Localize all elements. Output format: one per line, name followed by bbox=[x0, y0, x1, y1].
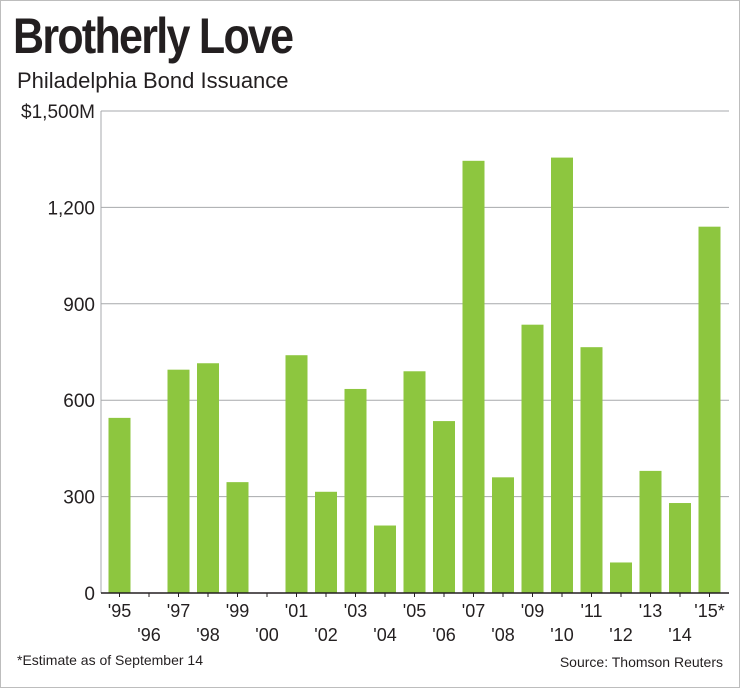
bar bbox=[669, 503, 691, 593]
bar bbox=[580, 347, 603, 593]
bar bbox=[344, 388, 367, 593]
x-tick-label: '97 bbox=[167, 601, 190, 621]
bar bbox=[698, 226, 721, 593]
bar bbox=[521, 324, 544, 593]
bar bbox=[462, 160, 485, 593]
bar bbox=[610, 562, 632, 593]
x-tick-label: '15* bbox=[694, 601, 724, 621]
bar bbox=[492, 477, 514, 593]
chart-title: Brotherly Love bbox=[13, 8, 294, 64]
y-tick-label: 1,200 bbox=[47, 198, 95, 219]
x-tick-label: '99 bbox=[226, 601, 249, 621]
bar bbox=[167, 369, 190, 593]
x-tick-label: '00 bbox=[255, 625, 278, 645]
x-tick-label: '12 bbox=[609, 625, 632, 645]
bar bbox=[639, 470, 662, 593]
bar bbox=[285, 355, 308, 593]
x-tick-label: '05 bbox=[403, 601, 426, 621]
x-tick-label: '10 bbox=[550, 625, 573, 645]
x-tick-label: '13 bbox=[639, 601, 662, 621]
chart-subtitle: Philadelphia Bond Issuance bbox=[17, 68, 289, 93]
bar bbox=[551, 157, 573, 594]
y-tick-label: $1,500M bbox=[21, 102, 95, 123]
x-tick-label: '06 bbox=[432, 625, 455, 645]
y-tick-label: 900 bbox=[63, 295, 95, 316]
x-tick-label: '07 bbox=[462, 601, 485, 621]
bar bbox=[197, 363, 219, 593]
bar bbox=[374, 525, 396, 593]
bar bbox=[226, 482, 249, 593]
x-tick-label: '02 bbox=[314, 625, 337, 645]
x-tick-label: '96 bbox=[137, 625, 160, 645]
estimate-footnote: *Estimate as of September 14 bbox=[17, 652, 203, 668]
x-tick-label: '14 bbox=[668, 625, 691, 645]
x-tick-label: '98 bbox=[196, 625, 219, 645]
x-tick-label: '04 bbox=[373, 625, 396, 645]
y-tick-label: 600 bbox=[63, 391, 95, 412]
x-tick-label: '08 bbox=[491, 625, 514, 645]
x-tick-label: '95 bbox=[108, 601, 131, 621]
x-tick-label: '11 bbox=[580, 601, 602, 621]
bar bbox=[433, 421, 455, 593]
y-tick-label: 300 bbox=[63, 488, 95, 509]
x-tick-label: '01 bbox=[285, 601, 308, 621]
source-note: Source: Thomson Reuters bbox=[559, 654, 723, 670]
x-tick-label: '09 bbox=[521, 601, 544, 621]
y-tick-label: 0 bbox=[84, 584, 95, 605]
bar bbox=[315, 491, 337, 593]
bar bbox=[403, 371, 426, 593]
bar bbox=[108, 417, 131, 593]
x-tick-label: '03 bbox=[344, 601, 367, 621]
